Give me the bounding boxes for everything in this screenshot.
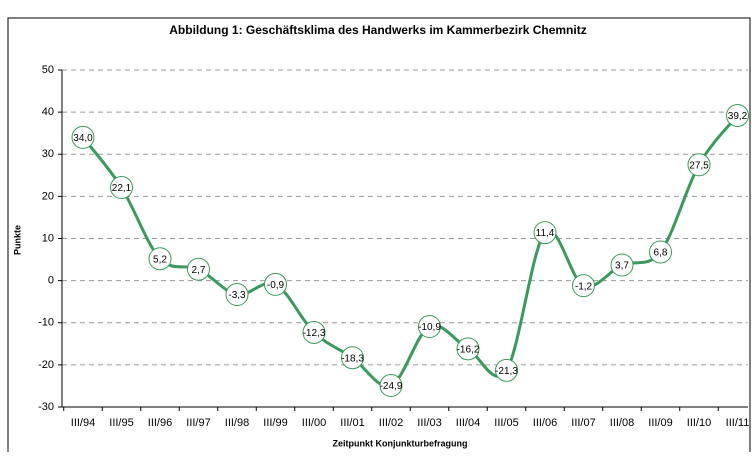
data-label: -16,2 xyxy=(457,345,480,356)
y-tick-label: 50 xyxy=(42,64,54,76)
marker xyxy=(110,176,133,200)
data-label: 5,2 xyxy=(153,254,167,265)
y-tick-label: 30 xyxy=(42,148,54,160)
marker xyxy=(418,315,441,339)
x-tick-label: III/11 xyxy=(726,417,750,429)
marker xyxy=(302,320,326,344)
data-label: 22,1 xyxy=(112,183,132,194)
y-tick-label: -20 xyxy=(38,359,54,371)
chart-border xyxy=(7,17,751,452)
x-tick-label: III/02 xyxy=(379,417,403,429)
marker xyxy=(187,257,210,281)
data-label: -1,2 xyxy=(575,281,593,292)
y-tick-label: -30 xyxy=(38,401,54,413)
marker xyxy=(533,221,557,245)
x-tick-label: III/04 xyxy=(456,417,480,429)
x-tick-label: III/10 xyxy=(687,417,711,429)
y-tick-label: 0 xyxy=(48,275,54,287)
marker xyxy=(148,247,172,271)
line xyxy=(81,114,739,388)
y-axis-label: Punkte xyxy=(12,225,22,255)
marker xyxy=(572,274,595,298)
marker xyxy=(726,103,749,127)
marker xyxy=(495,358,518,382)
marker xyxy=(456,337,480,361)
y-tick-label: 20 xyxy=(42,190,54,202)
marker xyxy=(264,272,287,296)
marker xyxy=(341,346,364,370)
x-tick-label: III/05 xyxy=(494,417,518,429)
x-tick-label: III/96 xyxy=(148,417,172,429)
data-label: 2,7 xyxy=(192,265,206,276)
data-label: 27,5 xyxy=(689,160,709,171)
marker xyxy=(71,125,95,149)
data-label: 34,0 xyxy=(73,133,93,144)
y-tick-label: -10 xyxy=(38,317,54,329)
x-tick-label: III/97 xyxy=(186,417,210,429)
x-tick-label: III/06 xyxy=(533,417,557,429)
x-tick-label: III/94 xyxy=(71,417,95,429)
x-tick-label: III/01 xyxy=(340,417,364,429)
data-label: 39,2 xyxy=(728,111,748,122)
x-tick-label: III/98 xyxy=(225,417,249,429)
x-tick-label: III/07 xyxy=(571,417,595,429)
data-label: -12,3 xyxy=(303,328,326,339)
marker xyxy=(379,374,403,398)
data-label: -24,9 xyxy=(380,381,403,392)
y-tick-label: 40 xyxy=(42,106,54,118)
x-tick-label: III/00 xyxy=(302,417,326,429)
y-tick-label: 10 xyxy=(42,232,54,244)
data-label: -10,9 xyxy=(418,322,441,333)
x-axis-label: Zeitpunkt Konjunkturbefragung xyxy=(333,438,468,448)
data-label: -21,3 xyxy=(495,366,518,377)
x-tick-label: III/95 xyxy=(109,417,133,429)
x-tick-label: III/09 xyxy=(648,417,672,429)
data-label: 3,7 xyxy=(615,261,629,272)
data-label: 6,8 xyxy=(654,248,668,259)
marker xyxy=(649,240,672,264)
data-label: -18,3 xyxy=(341,353,364,364)
x-tick-label: III/08 xyxy=(610,417,634,429)
x-tick-label: III/99 xyxy=(263,417,287,429)
data-label: -3,3 xyxy=(228,290,246,301)
chart-title: Abbildung 1: Geschäftsklima des Handwerk… xyxy=(169,23,586,37)
marker xyxy=(225,283,249,307)
marker xyxy=(610,253,634,277)
x-tick-label: III/03 xyxy=(417,417,441,429)
data-label: -0,9 xyxy=(267,280,285,291)
marker xyxy=(687,153,711,177)
data-label: 11,4 xyxy=(536,228,555,239)
